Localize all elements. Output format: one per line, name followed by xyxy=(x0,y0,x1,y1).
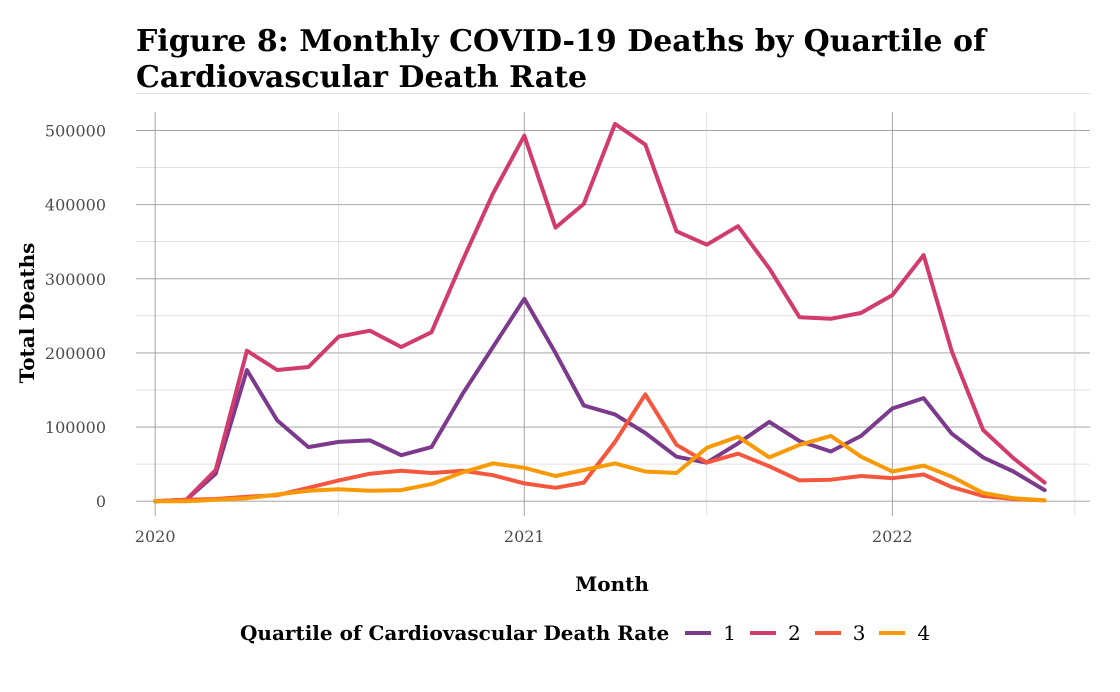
x-tick-label: 2022 xyxy=(872,527,913,546)
y-axis-title: Total Deaths xyxy=(15,243,39,384)
x-tick-label: 2021 xyxy=(504,527,545,546)
legend-item-quartile-3: 3 xyxy=(814,621,866,645)
legend-label: 1 xyxy=(723,621,736,645)
legend-key-swatch xyxy=(685,631,712,635)
y-tick-label: 0 xyxy=(96,492,106,511)
x-tick-label: 2020 xyxy=(135,527,176,546)
series-line-quartile-3 xyxy=(153,392,1047,504)
y-axis-tick-labels: 0 100000 200000 300000 400000 500000 xyxy=(45,122,106,512)
y-tick-label: 300000 xyxy=(45,270,106,289)
legend-label: 4 xyxy=(917,621,931,645)
series-lines xyxy=(153,121,1047,504)
y-tick-label: 400000 xyxy=(45,196,106,215)
grid xyxy=(136,93,1090,516)
series-line-quartile-1 xyxy=(153,296,1047,504)
chart-title-line-2: Cardiovascular Death Rate xyxy=(136,60,588,95)
y-tick-label: 500000 xyxy=(45,122,106,141)
legend-key-swatch xyxy=(879,631,906,635)
legend-key-swatch xyxy=(749,631,776,635)
legend-label: 3 xyxy=(852,621,866,645)
legend-label: 2 xyxy=(787,621,801,645)
legend-item-quartile-1: 1 xyxy=(685,621,736,645)
legend: Quartile of Cardiovascular Death Rate 1 2… xyxy=(240,618,944,648)
legend-item-quartile-4: 4 xyxy=(879,621,930,645)
legend-items: 1 2 3 4 xyxy=(685,621,944,645)
legend-key-swatch xyxy=(814,631,841,635)
x-axis-title: Month xyxy=(575,572,649,596)
y-tick-label: 200000 xyxy=(45,344,106,363)
x-axis-tick-labels: 2020 2021 2022 xyxy=(135,527,913,546)
chart-title: Figure 8: Monthly COVID-19 Deaths by Qua… xyxy=(136,24,1096,96)
legend-item-quartile-2: 2 xyxy=(749,621,801,645)
chart-title-line-1: Figure 8: Monthly COVID-19 Deaths by Qua… xyxy=(136,24,986,59)
y-tick-label: 100000 xyxy=(45,418,106,437)
series-line-quartile-2 xyxy=(153,121,1047,504)
legend-title: Quartile of Cardiovascular Death Rate xyxy=(240,621,670,645)
series-line-quartile-4 xyxy=(153,433,1047,504)
